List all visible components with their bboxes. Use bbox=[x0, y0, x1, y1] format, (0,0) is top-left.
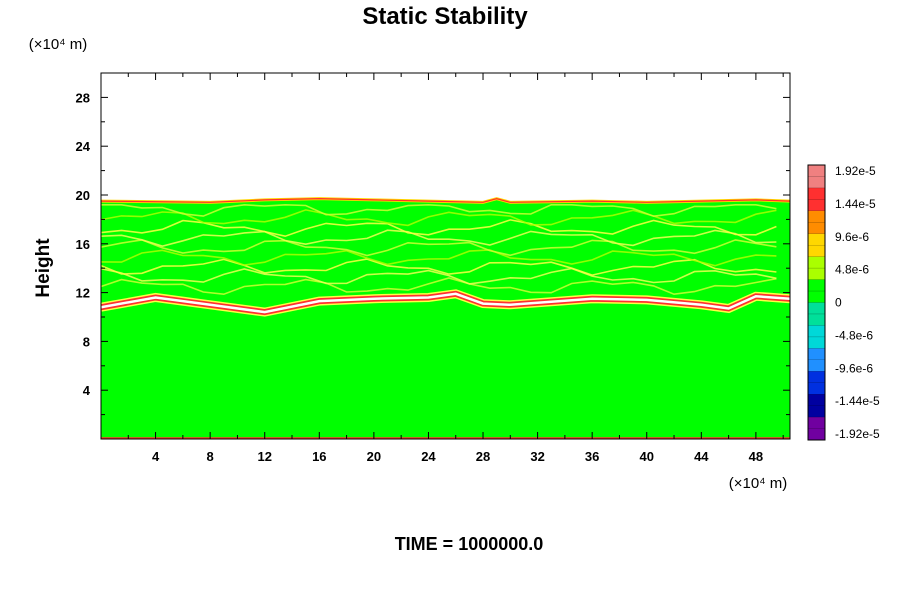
colorbar-tick-label: -4.8e-6 bbox=[835, 328, 873, 342]
x-tick-label: 24 bbox=[421, 449, 436, 464]
y-tick-label: 8 bbox=[83, 334, 90, 349]
stability-streak bbox=[100, 219, 777, 238]
x-tick-label: 28 bbox=[476, 449, 490, 464]
colorbar-tick-label: 0 bbox=[835, 296, 842, 310]
colorbar-swatch bbox=[808, 210, 825, 235]
colorbar-swatch bbox=[808, 279, 825, 303]
y-tick-label: 4 bbox=[83, 383, 91, 398]
colorbar-tick-label: -9.6e-6 bbox=[835, 361, 873, 375]
colorbar-swatch bbox=[808, 371, 825, 395]
x-tick-label: 40 bbox=[640, 449, 654, 464]
time-label: TIME = 1000000.0 bbox=[395, 534, 544, 554]
x-tick-label: 36 bbox=[585, 449, 599, 464]
plot-frame bbox=[100, 72, 791, 440]
plot-area bbox=[100, 72, 791, 440]
y-tick-label: 16 bbox=[76, 237, 90, 252]
y-tick-label: 24 bbox=[76, 139, 91, 154]
colorbar-swatch bbox=[808, 348, 825, 372]
colorbar-swatch bbox=[808, 394, 825, 418]
colorbar-swatch bbox=[808, 165, 825, 189]
stability-streak bbox=[101, 203, 777, 218]
x-tick-label: 48 bbox=[749, 449, 763, 464]
x-tick-label: 16 bbox=[312, 449, 326, 464]
upper-boundary-edge-red bbox=[100, 198, 791, 203]
chart-title: Static Stability bbox=[362, 3, 528, 30]
y-tick-label: 20 bbox=[76, 188, 90, 203]
colorbar-swatch bbox=[808, 302, 825, 326]
y-axis-label: Height bbox=[33, 238, 54, 298]
colorbar-swatch bbox=[808, 187, 825, 212]
x-unit-label: (×10⁴ m) bbox=[729, 475, 788, 492]
colorbar-swatch bbox=[808, 256, 825, 281]
x-tick-label: 32 bbox=[530, 449, 544, 464]
x-tick-label: 4 bbox=[152, 449, 160, 464]
x-tick-label: 44 bbox=[694, 449, 709, 464]
colorbar-tick-label: 9.6e-6 bbox=[835, 230, 869, 244]
y-tick-label: 12 bbox=[76, 286, 90, 301]
colorbar-tick-label: 1.92e-5 bbox=[835, 164, 876, 178]
stability-streak bbox=[100, 277, 777, 296]
colorbar: 1.92e-5 1.44e-5 9.6e-6 4.8e-6 0 -4.8e-6 -9.6e-… bbox=[807, 164, 880, 441]
stability-streak bbox=[100, 258, 777, 276]
x-tick-label: 12 bbox=[257, 449, 271, 464]
stability-streak bbox=[100, 229, 777, 248]
y-tick-label: 28 bbox=[76, 90, 90, 105]
colorbar-tick-label: -1.92e-5 bbox=[835, 427, 880, 441]
colorbar-swatch bbox=[808, 233, 825, 258]
y-unit-label: (×10⁴ m) bbox=[29, 36, 88, 53]
tropopause-band-core bbox=[100, 292, 791, 314]
stability-streak bbox=[100, 209, 777, 227]
x-tick-label: 20 bbox=[367, 449, 381, 464]
colorbar-frame bbox=[807, 164, 826, 441]
colorbar-tick-label: -1.44e-5 bbox=[835, 394, 880, 408]
stability-streak bbox=[100, 239, 777, 257]
colorbar-swatch bbox=[808, 325, 825, 349]
stability-streak bbox=[100, 267, 777, 285]
colorbar-tick-label: 4.8e-6 bbox=[835, 263, 869, 277]
stability-streak bbox=[100, 249, 777, 267]
x-tick-label: 8 bbox=[207, 449, 214, 464]
colorbar-swatch bbox=[808, 417, 825, 441]
colorbar-tick-label: 1.44e-5 bbox=[835, 197, 876, 211]
